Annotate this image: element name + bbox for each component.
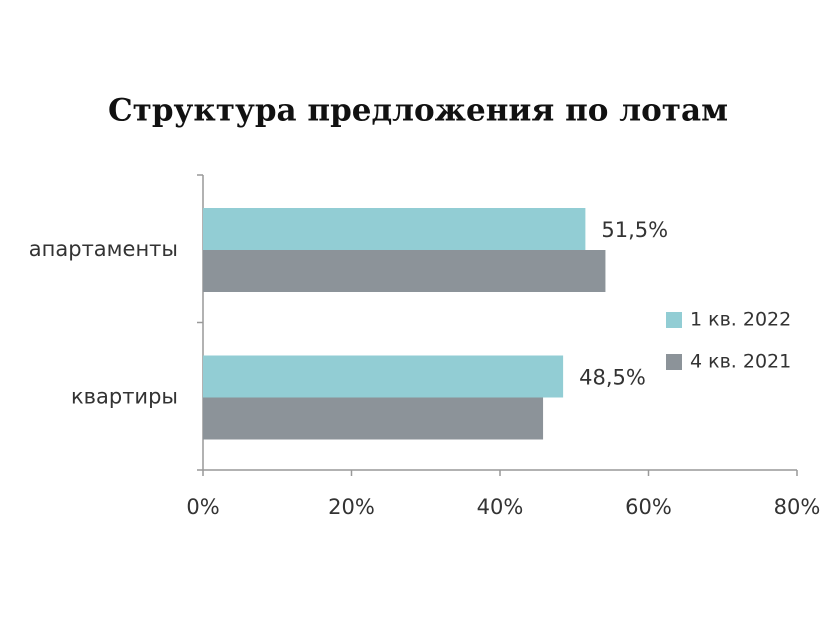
legend-label: 4 кв. 2021 [690, 351, 791, 373]
value-label: 51,5% [601, 218, 668, 242]
bar [203, 250, 606, 292]
legend-swatch [666, 312, 682, 328]
x-tick-label: 40% [477, 495, 524, 519]
bar [203, 355, 564, 398]
legend-swatch [666, 354, 682, 370]
bar [203, 208, 586, 250]
y-tick-label: квартиры [71, 385, 178, 409]
x-tick-label: 20% [328, 495, 375, 519]
y-tick-label: апартаменты [29, 237, 178, 261]
x-tick-label: 0% [186, 495, 219, 519]
value-label: 48,5% [579, 366, 646, 390]
x-tick-label: 60% [625, 495, 672, 519]
bar [203, 397, 544, 440]
chart-title: Структура предложения по лотам [108, 93, 728, 129]
legend-label: 1 кв. 2022 [690, 309, 791, 331]
x-tick-label: 80% [774, 495, 821, 519]
